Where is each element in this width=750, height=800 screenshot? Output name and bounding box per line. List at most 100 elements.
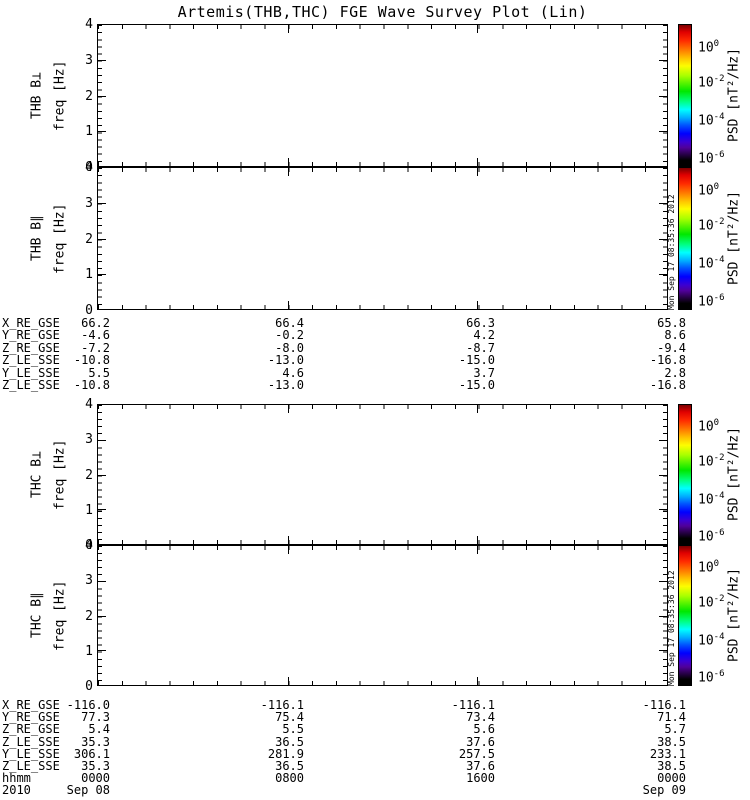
colorbar-tick-label: 100 [698, 415, 748, 435]
ephemeris-label: Y_LE_SSE [2, 365, 60, 380]
y-tick-label: 1 [85, 267, 93, 283]
colorbar-tick-label: 100 [698, 36, 748, 56]
x-minor-ticks [98, 546, 667, 550]
ephemeris-value: 77.3 [81, 710, 110, 725]
date-start-label: Sep 08 [66, 783, 110, 798]
colorbar-tick-exponent: -4 [713, 631, 725, 642]
x-major-tick [477, 301, 479, 309]
colorbar-tick-label: 10-4 [698, 252, 748, 272]
x-minor-ticks [98, 162, 667, 166]
ephemeris-label: Z_LE_SSE [2, 353, 60, 368]
x-major-tick [287, 546, 289, 554]
colorbar-tick-label: 10-6 [698, 147, 748, 167]
colorbar-tick-exponent: 0 [713, 181, 720, 192]
colorbar-tick-label: 10-2 [698, 591, 748, 611]
colorbar-tick-exponent: -4 [713, 255, 725, 266]
ephemeris-row: Y_RE_GSE 77.3 75.4 73.4 71.4 [0, 711, 750, 723]
y-tick-label: 0 [85, 679, 93, 694]
y-major-tick [659, 203, 667, 205]
y-tick-label: 3 [85, 432, 93, 448]
ephemeris-value: -13.0 [267, 378, 304, 392]
spectrogram-panel: 4 3 2 1 0 [85, 538, 668, 694]
ephemeris-value: -10.8 [73, 353, 110, 368]
x-major-tick [477, 536, 479, 544]
colorbar-tick-base: 10 [698, 492, 714, 508]
y-major-tick [98, 273, 106, 275]
x-major-tick [287, 301, 289, 309]
y-tick-label: 2 [85, 231, 93, 247]
ephemeris-label: hhmm [2, 771, 31, 786]
ephemeris-row: X_RE_GSE -116.0 -116.1 -116.1 -116.1 [0, 699, 750, 711]
colorbar-tick-label: 10-2 [698, 71, 748, 91]
y-major-tick [98, 130, 106, 132]
x-major-tick [287, 405, 289, 413]
y-major-tick [659, 439, 667, 441]
ephemeris-label: Z_LE_SSE [2, 734, 60, 749]
y-major-tick [659, 509, 667, 511]
ephemeris-row: Y_RE_GSE -4.6 -0.2 4.2 8.6 [0, 329, 750, 341]
ephemeris-value: -15.0 [458, 353, 495, 368]
y-major-tick [98, 474, 106, 476]
y-tick-label: 1 [85, 124, 93, 140]
ephemeris-label: Z_RE_GSE [2, 340, 60, 355]
y-axis-label: freq [Hz] [52, 60, 68, 131]
ephemeris-table-thb: X_RE_GSE 66.2 66.4 66.3 65.8 Y_RE_GSE -4.6 -0.2… [0, 317, 750, 395]
y-tick-label: 3 [85, 195, 93, 211]
ephemeris-value: 75.4 [275, 710, 304, 725]
y-axis-label: freq [Hz] [52, 203, 68, 274]
colorbar-tick-base: 10 [698, 39, 714, 55]
ephemeris-value: -8.0 [275, 340, 304, 355]
colorbar-tick-base: 10 [698, 217, 714, 233]
ephemeris-value: -116.1 [642, 698, 686, 712]
colorbar-tick-label: 10-4 [698, 109, 748, 129]
y-tick-label: 2 [85, 88, 93, 104]
y-major-tick [98, 580, 106, 582]
ephemeris-row: Z_RE_GSE 5.4 5.5 5.6 5.7 [0, 723, 750, 735]
ephemeris-value: 281.9 [267, 746, 304, 761]
colorbar: 100 10-2 10-4 10-6 [678, 24, 725, 167]
colorbar-tick-base: 10 [698, 595, 714, 611]
ephemeris-value: 35.3 [81, 734, 110, 749]
ephemeris-value: 65.8 [657, 316, 686, 330]
y-tick-label: 3 [85, 573, 93, 589]
ephemeris-label: Z_LE_SSE [2, 378, 60, 392]
ephemeris-value: 5.5 [282, 722, 304, 737]
ephemeris-value: -9.4 [657, 340, 686, 355]
ephemeris-label: X_RE_GSE [2, 316, 60, 330]
y-major-tick [98, 60, 106, 62]
colorbar-tick-base: 10 [698, 151, 714, 167]
colorbar-tick-base: 10 [698, 294, 714, 310]
x-minor-ticks [98, 681, 667, 685]
colorbar-tick-exponent: -6 [713, 669, 725, 680]
colorbar-tick-base: 10 [698, 256, 714, 272]
ephemeris-value: -8.7 [466, 340, 495, 355]
y-tick-label: 2 [85, 608, 93, 624]
y-tick-label: 1 [85, 502, 93, 518]
ephemeris-value: 37.6 [466, 759, 495, 773]
spectrogram-panel: 4 3 2 1 0 [85, 17, 668, 175]
x-major-tick [477, 168, 479, 176]
colorbar: 100 10-2 10-4 10-6 [678, 545, 725, 686]
y-major-tick [98, 439, 106, 441]
ephemeris-value: 5.4 [88, 722, 110, 737]
ephemeris-value: -16.8 [649, 353, 686, 368]
colorbar-tick-base: 10 [698, 560, 714, 576]
ephemeris-value: -10.8 [73, 378, 110, 392]
colorbar-tick-label: 100 [698, 556, 748, 576]
creation-timestamp: Mon Sep 17 08:35:36 2012 [667, 194, 676, 310]
ephemeris-value: 5.6 [473, 722, 495, 737]
y-tick-label: 1 [85, 643, 93, 659]
y-major-tick [98, 203, 106, 205]
x-minor-ticks [98, 540, 667, 544]
x-minor-ticks [98, 305, 667, 309]
ephemeris-value: 5.7 [664, 722, 686, 737]
ephemeris-value: 66.2 [81, 316, 110, 330]
colorbar-tick-exponent: -4 [713, 490, 725, 501]
ephemeris-row: Y_LE_SSE 306.1 281.9 257.5 233.1 [0, 748, 750, 760]
ephemeris-value: 5.5 [88, 365, 110, 380]
ephemeris-value: -15.0 [458, 378, 495, 392]
y-tick-label: 0 [85, 303, 93, 318]
colorbar-tick-exponent: -4 [713, 112, 725, 123]
ephemeris-row: Z_LE_SSE -10.8 -13.0 -15.0 -16.8 [0, 354, 750, 366]
y-major-tick [659, 130, 667, 132]
